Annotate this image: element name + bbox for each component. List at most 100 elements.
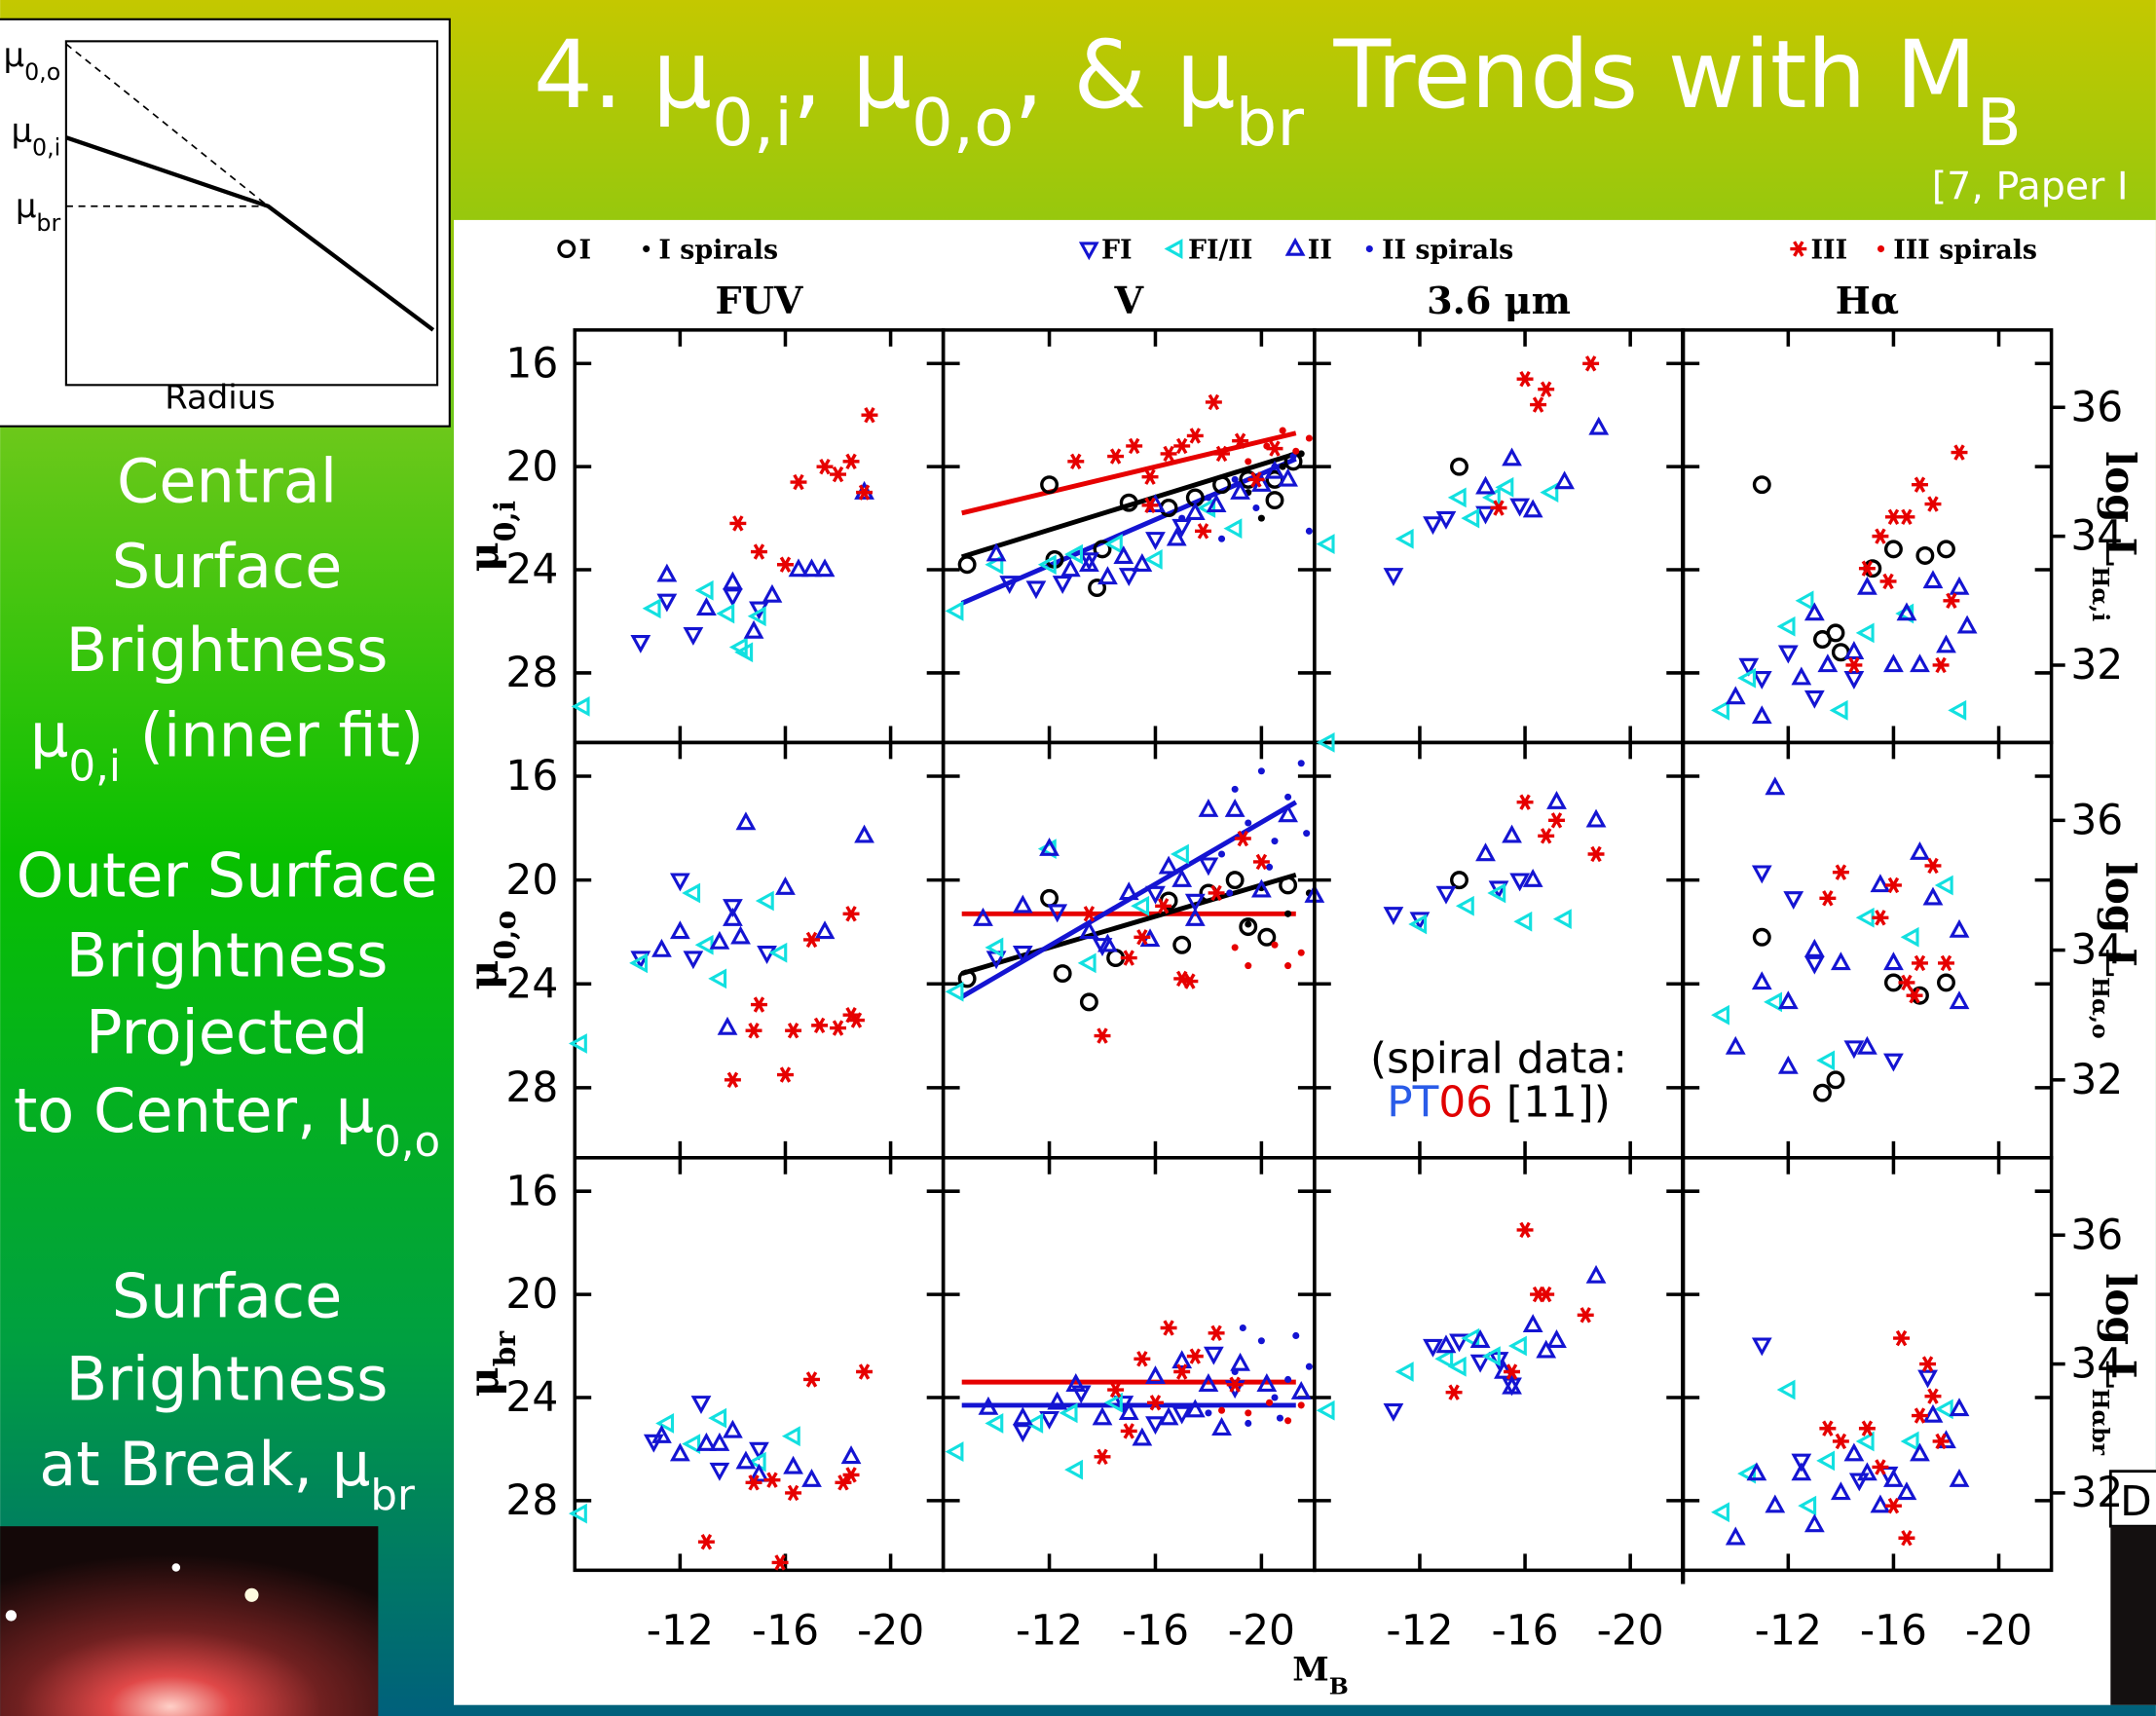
y-tick-label: 28: [505, 1063, 558, 1111]
legend-label: II spirals: [1382, 235, 1513, 265]
point: [1232, 1368, 1239, 1375]
page: {"slide": { "title": ["4. μ", "0,i", ", …: [0, 0, 2156, 1716]
legend-marker: [643, 245, 650, 252]
y-tick-label: 24: [505, 1373, 558, 1421]
slide-title-sub: br: [1236, 85, 1305, 161]
y2-tick-label: 32: [2070, 1469, 2123, 1516]
y-axis-label-sub: 0,o: [488, 911, 522, 960]
y2-axis-label-sub: Hαbr: [2088, 1389, 2114, 1456]
column-title: Hα: [1836, 279, 1899, 322]
side-text-part: Brightness: [66, 1343, 389, 1414]
side-text: Brightness: [66, 615, 389, 686]
legend-label: III: [1811, 235, 1848, 265]
point: [1245, 458, 1251, 465]
point: [1271, 464, 1278, 470]
slide-title-sub: 0,i: [712, 85, 793, 161]
slide-title-part: , μ: [793, 20, 911, 130]
point: [1245, 1420, 1251, 1427]
side-text-part: Projected: [86, 996, 368, 1067]
side-text-part: Surface: [112, 531, 343, 602]
y-axis-label-part: μ: [459, 541, 507, 572]
point: [1284, 1376, 1291, 1383]
inset-xlabel: Radius: [165, 378, 276, 416]
point: [1284, 1417, 1291, 1424]
y2-tick-label: 34: [2070, 926, 2123, 974]
point: [1240, 1324, 1246, 1331]
y-axis-label-sub: 0,i: [488, 501, 522, 541]
slide-title-sub: 0,o: [911, 85, 1014, 161]
reference: [7, Paper I: [1932, 165, 2129, 209]
point: [1280, 428, 1286, 434]
point: [1218, 536, 1225, 542]
star: [172, 1563, 180, 1571]
point: [1245, 819, 1251, 826]
legend-label: FI: [1101, 235, 1133, 265]
inset-box: [0, 19, 450, 427]
point: [1303, 830, 1310, 837]
point: [1258, 1337, 1265, 1344]
x-tick-label: -12: [647, 1607, 714, 1655]
point: [1266, 1399, 1273, 1406]
legend-label: FI/II: [1188, 235, 1252, 265]
x-axis-label-part: M: [1292, 1649, 1329, 1688]
y2-tick-label: 36: [2070, 1211, 2123, 1258]
side-text-part: (inner fit): [121, 700, 424, 771]
point: [1271, 1394, 1278, 1400]
side-text: Brightness: [66, 919, 389, 990]
x-tick-label: -16: [1122, 1607, 1189, 1655]
annotation: (spiral data:: [1370, 1033, 1627, 1083]
side-text-part: Brightness: [66, 615, 389, 686]
side-text-part: μ: [30, 700, 69, 771]
annotation-part: 06: [1438, 1077, 1493, 1127]
point: [1266, 864, 1273, 871]
side-text-part: Outer Surface: [17, 840, 438, 912]
side-text: Central: [117, 445, 337, 516]
point: [1292, 448, 1299, 455]
side-text: Surface: [112, 1261, 343, 1332]
side-text: Projected: [86, 996, 368, 1067]
point: [1277, 1415, 1283, 1422]
inset-label-part: μ: [4, 36, 25, 74]
side-text-part: at Break, μ: [39, 1429, 370, 1500]
point: [1306, 435, 1313, 442]
point: [1245, 920, 1251, 927]
slide-title-part: , & μ: [1014, 20, 1235, 130]
point: [1263, 442, 1270, 449]
side-text-part: Brightness: [66, 919, 389, 990]
y-tick-label: 24: [505, 545, 558, 593]
point: [1218, 1407, 1225, 1414]
side-text-sub: 0,o: [374, 1118, 440, 1167]
legend-label: III spirals: [1893, 235, 2037, 265]
side-text-part: Central: [117, 445, 337, 516]
side-text-sub: 0,i: [68, 743, 121, 792]
star: [6, 1610, 17, 1621]
side-text: Brightness: [66, 1343, 389, 1414]
point: [1271, 942, 1278, 949]
star: [244, 1588, 258, 1602]
x-tick-label: -20: [857, 1607, 924, 1655]
legend-label: I: [578, 235, 591, 265]
legend-label: I spirals: [658, 235, 778, 265]
y-tick-label: 20: [505, 442, 558, 490]
slide-title-part: Trends with M: [1304, 20, 1977, 130]
y-tick-label: 20: [505, 856, 558, 904]
column-title: 3.6 μm: [1427, 279, 1571, 322]
side-text: Surface: [112, 531, 343, 602]
point: [1284, 962, 1291, 969]
point: [1245, 962, 1251, 969]
x-tick-label: -12: [1386, 1607, 1453, 1655]
x-tick-label: -16: [752, 1607, 819, 1655]
side-text-sub: br: [370, 1472, 415, 1520]
point: [1306, 1363, 1313, 1370]
x-tick-label: -12: [1016, 1607, 1083, 1655]
inset-label-sub: br: [36, 209, 60, 237]
point: [1258, 515, 1265, 522]
side-text-part: Surface: [112, 1261, 343, 1332]
side-text: Outer Surface: [17, 840, 438, 912]
y-tick-label: 16: [505, 1167, 558, 1214]
y-tick-label: 24: [505, 959, 558, 1007]
point: [1205, 494, 1211, 501]
x-tick-label: -20: [1228, 1607, 1295, 1655]
y-tick-label: 28: [505, 1476, 558, 1524]
point: [1178, 515, 1185, 522]
